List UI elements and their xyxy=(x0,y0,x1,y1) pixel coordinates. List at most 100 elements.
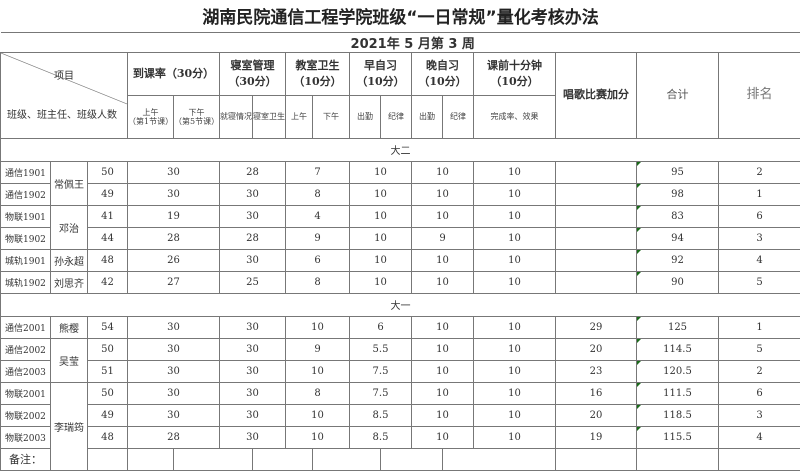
pm-subheader: 下午（第5节课） xyxy=(174,95,220,138)
evening-score: 10 xyxy=(412,249,474,271)
classroom-score: 9 xyxy=(286,227,350,249)
evening-score: 10 xyxy=(412,338,474,360)
morning-score: 5.5 xyxy=(350,338,412,360)
student-count: 50 xyxy=(88,161,128,183)
section-label: 大一 xyxy=(1,293,800,316)
class-name: 物联2001 xyxy=(1,382,51,404)
class-name: 通信1902 xyxy=(1,183,51,205)
morning-score: 10 xyxy=(350,205,412,227)
singing-bonus: 23 xyxy=(556,360,637,382)
preclass-score: 10 xyxy=(474,205,556,227)
class-name: 通信2002 xyxy=(1,338,51,360)
dorm-score: 30 xyxy=(220,426,286,448)
rank: 5 xyxy=(719,338,800,360)
total-score: 90 xyxy=(637,271,719,293)
classroom-score: 10 xyxy=(286,316,350,338)
morning-score: 10 xyxy=(350,271,412,293)
singing-bonus: 19 xyxy=(556,426,637,448)
rank: 2 xyxy=(719,360,800,382)
rank: 6 xyxy=(719,382,800,404)
morning-score: 7.5 xyxy=(350,360,412,382)
rank: 2 xyxy=(719,161,800,183)
morning-discipline-subheader: 纪律 xyxy=(381,95,412,138)
dorm-score: 28 xyxy=(220,227,286,249)
dorm-header: 寝室管理 （30分） xyxy=(220,52,286,95)
morning-score: 8.5 xyxy=(350,404,412,426)
student-count: 50 xyxy=(88,338,128,360)
evening-score: 10 xyxy=(412,382,474,404)
evening-score: 10 xyxy=(412,205,474,227)
total-score: 92 xyxy=(637,249,719,271)
preclass-score: 10 xyxy=(474,360,556,382)
preclass-score: 10 xyxy=(474,426,556,448)
attendance-score: 27 xyxy=(128,271,220,293)
attendance-score: 26 xyxy=(128,249,220,271)
class-name: 通信1901 xyxy=(1,161,51,183)
attendance-score: 30 xyxy=(128,338,220,360)
total-score: 111.5 xyxy=(637,382,719,404)
classroom-score: 10 xyxy=(286,426,350,448)
section-row: 大一 xyxy=(1,293,800,316)
evening-score: 9 xyxy=(412,227,474,249)
attendance-score: 30 xyxy=(128,316,220,338)
singing-bonus xyxy=(556,161,637,183)
class-name: 通信2001 xyxy=(1,316,51,338)
total-score: 115.5 xyxy=(637,426,719,448)
section-row: 大二 xyxy=(1,138,800,161)
classroom-score: 7 xyxy=(286,161,350,183)
rank: 5 xyxy=(719,271,800,293)
morning-header: 早自习 （10分） xyxy=(350,52,412,95)
corner-header: 项目 班级、班主任、班级人数 xyxy=(1,52,128,138)
singing-bonus: 20 xyxy=(556,338,637,360)
evening-discipline-subheader: 纪律 xyxy=(443,95,474,138)
total-header: 合计 xyxy=(637,52,719,138)
evening-score: 10 xyxy=(412,360,474,382)
teacher-name: 李瑞筠 xyxy=(51,382,88,470)
preclass-header: 课前十分钟 （10分） xyxy=(474,52,556,95)
total-score: 98 xyxy=(637,183,719,205)
student-count: 48 xyxy=(88,249,128,271)
dorm-score: 30 xyxy=(220,249,286,271)
attendance-score: 30 xyxy=(128,404,220,426)
total-score: 94 xyxy=(637,227,719,249)
preclass-score: 10 xyxy=(474,338,556,360)
rank: 3 xyxy=(719,227,800,249)
dorm-score: 25 xyxy=(220,271,286,293)
dorm-hygiene-subheader: 寝室卫生 xyxy=(253,95,286,138)
dorm-score: 30 xyxy=(220,338,286,360)
attendance-score: 28 xyxy=(128,227,220,249)
student-count: 51 xyxy=(88,360,128,382)
attendance-score: 28 xyxy=(128,426,220,448)
preclass-score: 10 xyxy=(474,249,556,271)
dorm-score: 30 xyxy=(220,183,286,205)
dorm-score: 30 xyxy=(220,360,286,382)
singing-bonus xyxy=(556,271,637,293)
morning-attendance-subheader: 出勤 xyxy=(350,95,381,138)
singing-header: 唱歌比赛加分 xyxy=(556,52,637,138)
evening-attendance-subheader: 出勤 xyxy=(412,95,443,138)
class-name: 物联1901 xyxy=(1,205,51,227)
student-count: 49 xyxy=(88,183,128,205)
classroom-score: 9 xyxy=(286,338,350,360)
evening-score: 10 xyxy=(412,271,474,293)
teacher-name: 孙永超 xyxy=(51,249,88,271)
morning-score: 10 xyxy=(350,227,412,249)
student-count: 49 xyxy=(88,404,128,426)
singing-bonus: 20 xyxy=(556,404,637,426)
dorm-score: 30 xyxy=(220,205,286,227)
rank: 3 xyxy=(719,404,800,426)
rank: 1 xyxy=(719,183,800,205)
singing-bonus xyxy=(556,205,637,227)
total-score: 120.5 xyxy=(637,360,719,382)
attendance-header: 到课率（30分） xyxy=(128,52,220,95)
preclass-score: 10 xyxy=(474,382,556,404)
total-score: 118.5 xyxy=(637,404,719,426)
classroom-score: 10 xyxy=(286,404,350,426)
row-label: 班级、班主任、班级人数 xyxy=(7,108,117,124)
dorm-score: 30 xyxy=(220,404,286,426)
student-count: 41 xyxy=(88,205,128,227)
